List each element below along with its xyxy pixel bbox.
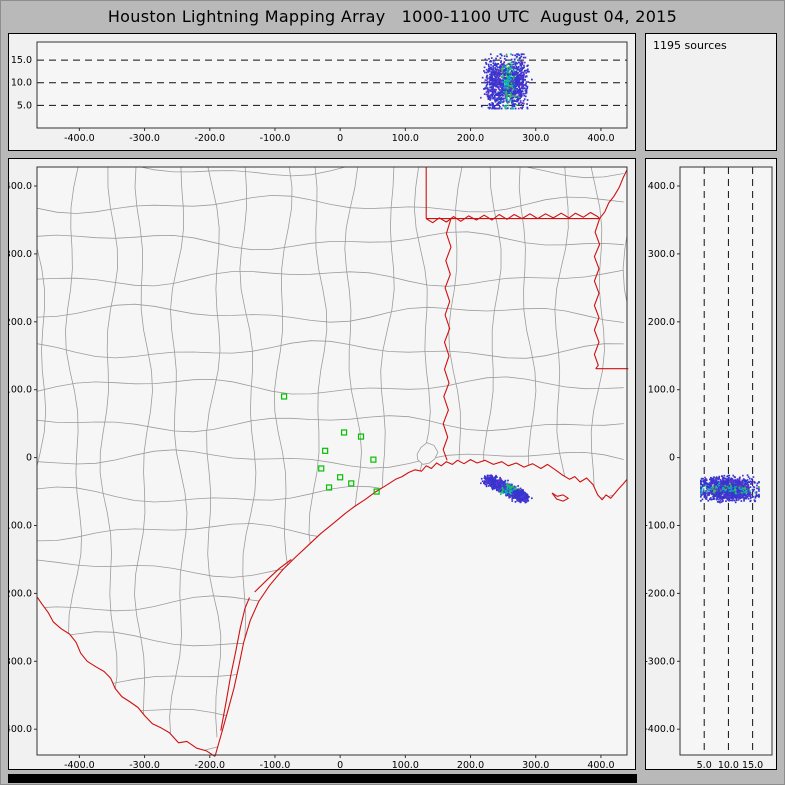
svg-text:-200.0: -200.0 <box>194 760 225 769</box>
svg-text:-400.0: -400.0 <box>646 724 675 735</box>
rio-grande-border <box>36 596 216 757</box>
svg-text:-200.0: -200.0 <box>646 588 675 599</box>
altitude-ew-panel: 5.0 10.0 15.0 -400.0 -300.0 -200.0 -100.0 0 100.… <box>8 33 636 151</box>
svg-text:0: 0 <box>669 453 675 464</box>
svg-text:10.0: 10.0 <box>718 760 739 769</box>
state-line <box>599 169 628 219</box>
svg-text:100.0: 100.0 <box>9 385 32 396</box>
lma-stations <box>280 393 380 495</box>
state-line <box>551 492 569 502</box>
svg-text:-400.0: -400.0 <box>64 133 95 144</box>
svg-text:0: 0 <box>337 760 343 769</box>
source-count-panel: 1195 sources <box>645 33 777 151</box>
altitude-ns-plot[interactable]: 5.0 10.0 15.0 400.0 300.0 200.0 100.0 0 -100.0 -2… <box>646 159 776 769</box>
svg-text:5.0: 5.0 <box>697 760 712 769</box>
svg-text:200.0: 200.0 <box>9 317 32 328</box>
svg-text:100.0: 100.0 <box>648 385 675 396</box>
plan-view-map-plot[interactable]: -400.0 -300.0 -200.0 -100.0 0 100.0 200.0 300.0… <box>9 159 635 769</box>
svg-text:0: 0 <box>26 453 32 464</box>
galveston-bay <box>416 442 439 465</box>
altitude-ew-plot[interactable]: 5.0 10.0 15.0 -400.0 -300.0 -200.0 -100.0 0 100.… <box>9 34 635 150</box>
bottom-separator-bar <box>8 774 637 783</box>
svg-text:400.0: 400.0 <box>587 760 614 769</box>
svg-text:15.0: 15.0 <box>742 760 763 769</box>
svg-text:5.0: 5.0 <box>17 100 32 111</box>
barrier-island <box>254 559 292 593</box>
svg-text:-300.0: -300.0 <box>129 760 160 769</box>
svg-text:300.0: 300.0 <box>522 133 549 144</box>
svg-text:200.0: 200.0 <box>457 760 484 769</box>
svg-text:-100.0: -100.0 <box>646 521 675 532</box>
svg-text:400.0: 400.0 <box>587 133 614 144</box>
svg-text:-100.0: -100.0 <box>260 760 291 769</box>
altitude-ns-panel: 5.0 10.0 15.0 400.0 300.0 200.0 100.0 0 -100.0 -2… <box>645 158 777 770</box>
svg-text:300.0: 300.0 <box>522 760 549 769</box>
state-line <box>442 218 452 461</box>
svg-text:10.0: 10.0 <box>11 78 32 89</box>
state-line <box>593 218 601 370</box>
svg-text:-100.0: -100.0 <box>260 133 291 144</box>
svg-text:300.0: 300.0 <box>648 249 675 260</box>
svg-text:100.0: 100.0 <box>392 760 419 769</box>
svg-text:400.0: 400.0 <box>9 181 32 192</box>
svg-text:-100.0: -100.0 <box>9 521 32 532</box>
lightning-sources <box>700 474 760 504</box>
svg-text:-200.0: -200.0 <box>9 588 32 599</box>
barrier-island <box>220 597 251 731</box>
svg-text:-200.0: -200.0 <box>194 133 225 144</box>
svg-text:200.0: 200.0 <box>457 133 484 144</box>
svg-text:-300.0: -300.0 <box>129 133 160 144</box>
svg-text:400.0: 400.0 <box>648 181 675 192</box>
svg-text:-400.0: -400.0 <box>64 760 95 769</box>
lightning-sources <box>480 474 533 504</box>
page-title: Houston Lightning Mapping Array 1000-110… <box>107 7 678 26</box>
svg-text:100.0: 100.0 <box>392 133 419 144</box>
svg-text:-400.0: -400.0 <box>9 724 32 735</box>
svg-text:15.0: 15.0 <box>11 55 32 66</box>
svg-text:300.0: 300.0 <box>9 249 32 260</box>
plan-view-map-panel: -400.0 -300.0 -200.0 -100.0 0 100.0 200.0 300.0… <box>8 158 636 770</box>
lightning-sources <box>480 53 533 110</box>
svg-text:-300.0: -300.0 <box>646 656 675 667</box>
state-line <box>425 211 600 224</box>
svg-text:0: 0 <box>337 133 343 144</box>
state-borders <box>36 167 629 757</box>
source-count-label: 1195 sources <box>653 39 727 52</box>
gulf-coastline <box>214 459 628 757</box>
svg-text:200.0: 200.0 <box>648 317 675 328</box>
svg-text:-300.0: -300.0 <box>9 656 32 667</box>
